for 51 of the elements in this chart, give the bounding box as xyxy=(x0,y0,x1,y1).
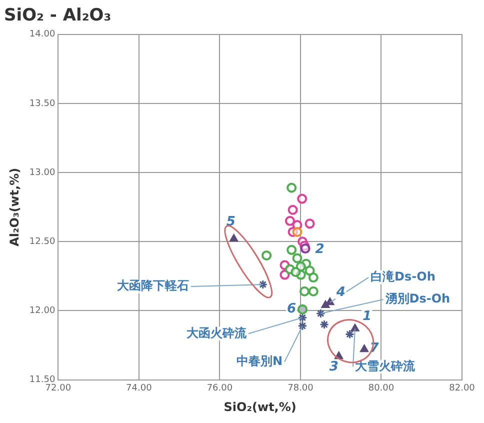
annotation: 大雪火砕流 xyxy=(354,358,416,373)
annotation: 6 xyxy=(286,302,296,317)
y-tick-label: 14.00 xyxy=(29,30,56,40)
point xyxy=(360,344,368,352)
annotation: 中春別N xyxy=(236,354,283,368)
y-tick-label: 12.00 xyxy=(29,306,56,316)
annotation: 湧別Ds-Oh xyxy=(384,292,450,306)
y-tick-label: 13.50 xyxy=(29,98,56,109)
point xyxy=(308,286,318,296)
y-tick-label: 12.50 xyxy=(29,236,56,247)
point xyxy=(321,300,330,308)
point xyxy=(230,234,238,242)
point xyxy=(258,280,268,290)
x-axis-title: SiO₂(wt,%) xyxy=(224,400,296,414)
x-tick-label: 82.00 xyxy=(449,384,476,394)
y-axis-title: Al₂O₃(wt,%) xyxy=(7,168,22,246)
x-tick-label: 72.00 xyxy=(45,384,72,394)
point xyxy=(284,216,295,226)
point xyxy=(292,226,302,237)
point xyxy=(300,286,310,296)
annotation: 5 xyxy=(226,214,236,230)
point xyxy=(316,308,326,318)
point xyxy=(300,244,310,254)
annotation: 4 xyxy=(335,284,346,300)
point xyxy=(350,324,360,332)
y-tick-label: 11.50 xyxy=(29,375,56,386)
point xyxy=(292,253,302,264)
annotation: 2 xyxy=(315,242,324,257)
point xyxy=(286,182,297,193)
point xyxy=(344,329,354,339)
point xyxy=(297,194,308,204)
annotation: 3 xyxy=(329,360,338,375)
y-tick-label: 13.00 xyxy=(29,168,56,178)
point xyxy=(304,218,315,229)
x-tick-label: 74.00 xyxy=(126,384,152,394)
annotation: 大函降下軽石 xyxy=(116,278,189,293)
x-tick-label: 76.00 xyxy=(206,384,233,394)
x-tick-label: 78.00 xyxy=(288,384,314,394)
x-tick-label: 80.00 xyxy=(368,384,394,394)
point xyxy=(298,312,308,322)
annotation: 白滝Ds-Oh xyxy=(370,270,436,284)
annotation: 1 xyxy=(362,309,372,324)
point xyxy=(298,321,308,331)
point xyxy=(288,204,298,215)
chart-title: SiO₂ - Al₂O₃ xyxy=(4,6,112,26)
point xyxy=(286,244,297,255)
point xyxy=(320,320,330,330)
annotation: 大函火砕流 xyxy=(186,326,248,340)
point xyxy=(262,250,272,260)
point xyxy=(290,267,301,278)
point xyxy=(308,272,318,283)
